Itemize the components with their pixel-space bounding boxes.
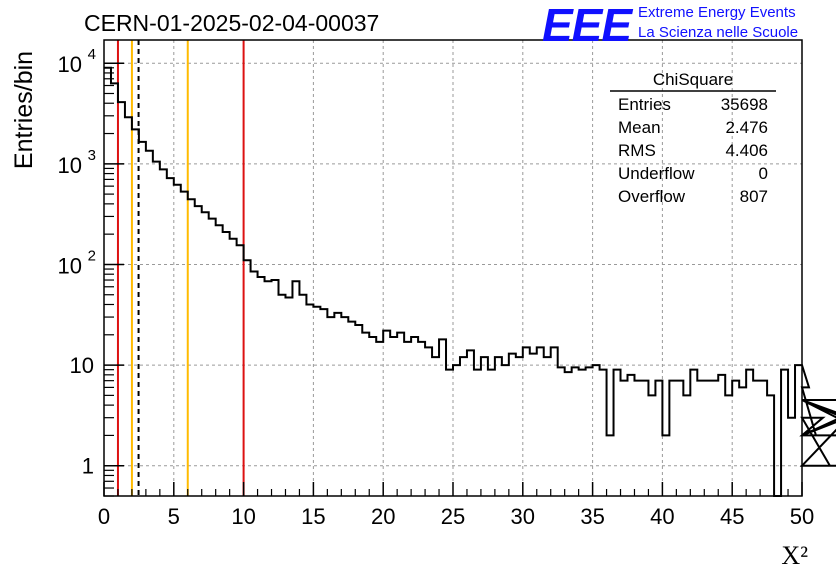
logo-line-1: Extreme Energy Events	[638, 4, 796, 21]
grid-lines	[104, 40, 802, 496]
stats-label-mean: Mean	[618, 118, 661, 137]
stats-value-entries: 35698	[721, 95, 768, 114]
y-tick-label: 10	[70, 353, 94, 378]
stats-title: ChiSquare	[653, 70, 733, 89]
x-axis-label: X²	[781, 541, 808, 570]
stats-label-rms: RMS	[618, 141, 656, 160]
axis-tick-labels: 0 5 10 15 20 25 30 35 40 45 50 1 10 10 2 10 3 10 4	[58, 46, 815, 529]
reference-lines	[116, 40, 245, 496]
x-tick-label: 40	[650, 504, 674, 529]
x-tick-label: 0	[98, 504, 110, 529]
x-tick-label: 25	[441, 504, 465, 529]
y-tick-label: 10	[58, 153, 82, 178]
eee-logo: EEE	[542, 0, 632, 51]
run-title: CERN-01-2025-02-04-00037	[84, 10, 380, 36]
y-tick-exponent: 3	[88, 147, 96, 164]
x-tick-label: 10	[231, 504, 255, 529]
stats-value-mean: 2.476	[725, 118, 768, 137]
x-tick-label: 5	[168, 504, 180, 529]
x-tick-label: 45	[720, 504, 744, 529]
x-tick-label: 50	[790, 504, 814, 529]
logo-line-2: La Scienza nelle Scuole	[638, 24, 799, 41]
y-axis-label: Entries/bin	[10, 51, 38, 169]
axis-ticks	[103, 62, 803, 497]
x-tick-label: 20	[371, 504, 395, 529]
stats-label-entries: Entries	[618, 95, 671, 114]
stats-value-underflow: 0	[759, 164, 768, 183]
x-tick-label: 15	[301, 504, 325, 529]
y-tick-label: 10	[58, 52, 82, 77]
y-tick-exponent: 2	[88, 247, 96, 264]
x-tick-label: 35	[580, 504, 604, 529]
stats-value-rms: 4.406	[725, 141, 768, 160]
x-tick-label: 30	[511, 504, 535, 529]
y-tick-label: 1	[82, 454, 94, 479]
stats-label-overflow: Overflow	[618, 187, 686, 206]
y-tick-exponent: 4	[88, 46, 96, 63]
stats-box: ChiSquare Entries 35698 Mean 2.476 RMS 4.406 U…	[610, 70, 776, 206]
stats-label-underflow: Underflow	[618, 164, 695, 183]
stats-value-overflow: 807	[740, 187, 768, 206]
y-tick-label: 10	[58, 253, 82, 278]
histogram-line	[104, 66, 836, 497]
